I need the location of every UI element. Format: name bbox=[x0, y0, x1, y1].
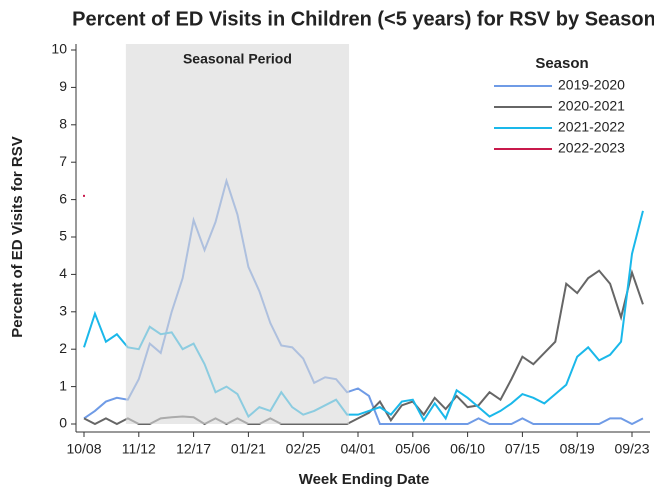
y-tick-label: 8 bbox=[59, 116, 67, 132]
x-tick-label: 07/15 bbox=[505, 441, 540, 457]
x-tick-label: 05/06 bbox=[395, 441, 430, 457]
y-tick-label: 0 bbox=[59, 415, 67, 431]
x-tick-label: 09/23 bbox=[614, 441, 649, 457]
y-tick-label: 5 bbox=[59, 228, 67, 244]
legend-label: 2019-2020 bbox=[558, 77, 625, 93]
x-tick-label: 10/08 bbox=[66, 441, 101, 457]
chart-title: Percent of ED Visits in Children (<5 yea… bbox=[72, 8, 654, 30]
legend-label: 2020-2021 bbox=[558, 98, 625, 114]
legend-label: 2021-2022 bbox=[558, 119, 625, 135]
y-tick-label: 2 bbox=[59, 340, 67, 356]
y-tick-label: 1 bbox=[59, 377, 67, 393]
series-point bbox=[83, 194, 85, 197]
x-tick-label: 01/21 bbox=[231, 441, 266, 457]
y-tick-label: 4 bbox=[59, 265, 67, 281]
x-tick-label: 08/19 bbox=[560, 441, 595, 457]
y-tick-label: 3 bbox=[59, 303, 67, 319]
legend-label: 2022-2023 bbox=[558, 140, 625, 156]
x-tick-label: 06/10 bbox=[450, 441, 485, 457]
y-tick-label: 7 bbox=[59, 153, 67, 169]
shaded-period-label: Seasonal Period bbox=[183, 51, 292, 67]
legend-title: Season bbox=[535, 55, 588, 72]
shaded-period bbox=[125, 44, 350, 424]
x-tick-label: 04/01 bbox=[340, 441, 375, 457]
x-tick-label: 02/25 bbox=[286, 441, 321, 457]
x-tick-label: 12/17 bbox=[176, 441, 211, 457]
y-tick-label: 9 bbox=[59, 78, 67, 94]
y-tick-label: 10 bbox=[51, 41, 67, 57]
x-tick-label: 11/12 bbox=[122, 441, 156, 457]
y-tick-label: 6 bbox=[59, 190, 67, 206]
y-axis-label: Percent of ED Visits for RSV bbox=[9, 136, 26, 337]
x-axis-label: Week Ending Date bbox=[299, 471, 430, 488]
